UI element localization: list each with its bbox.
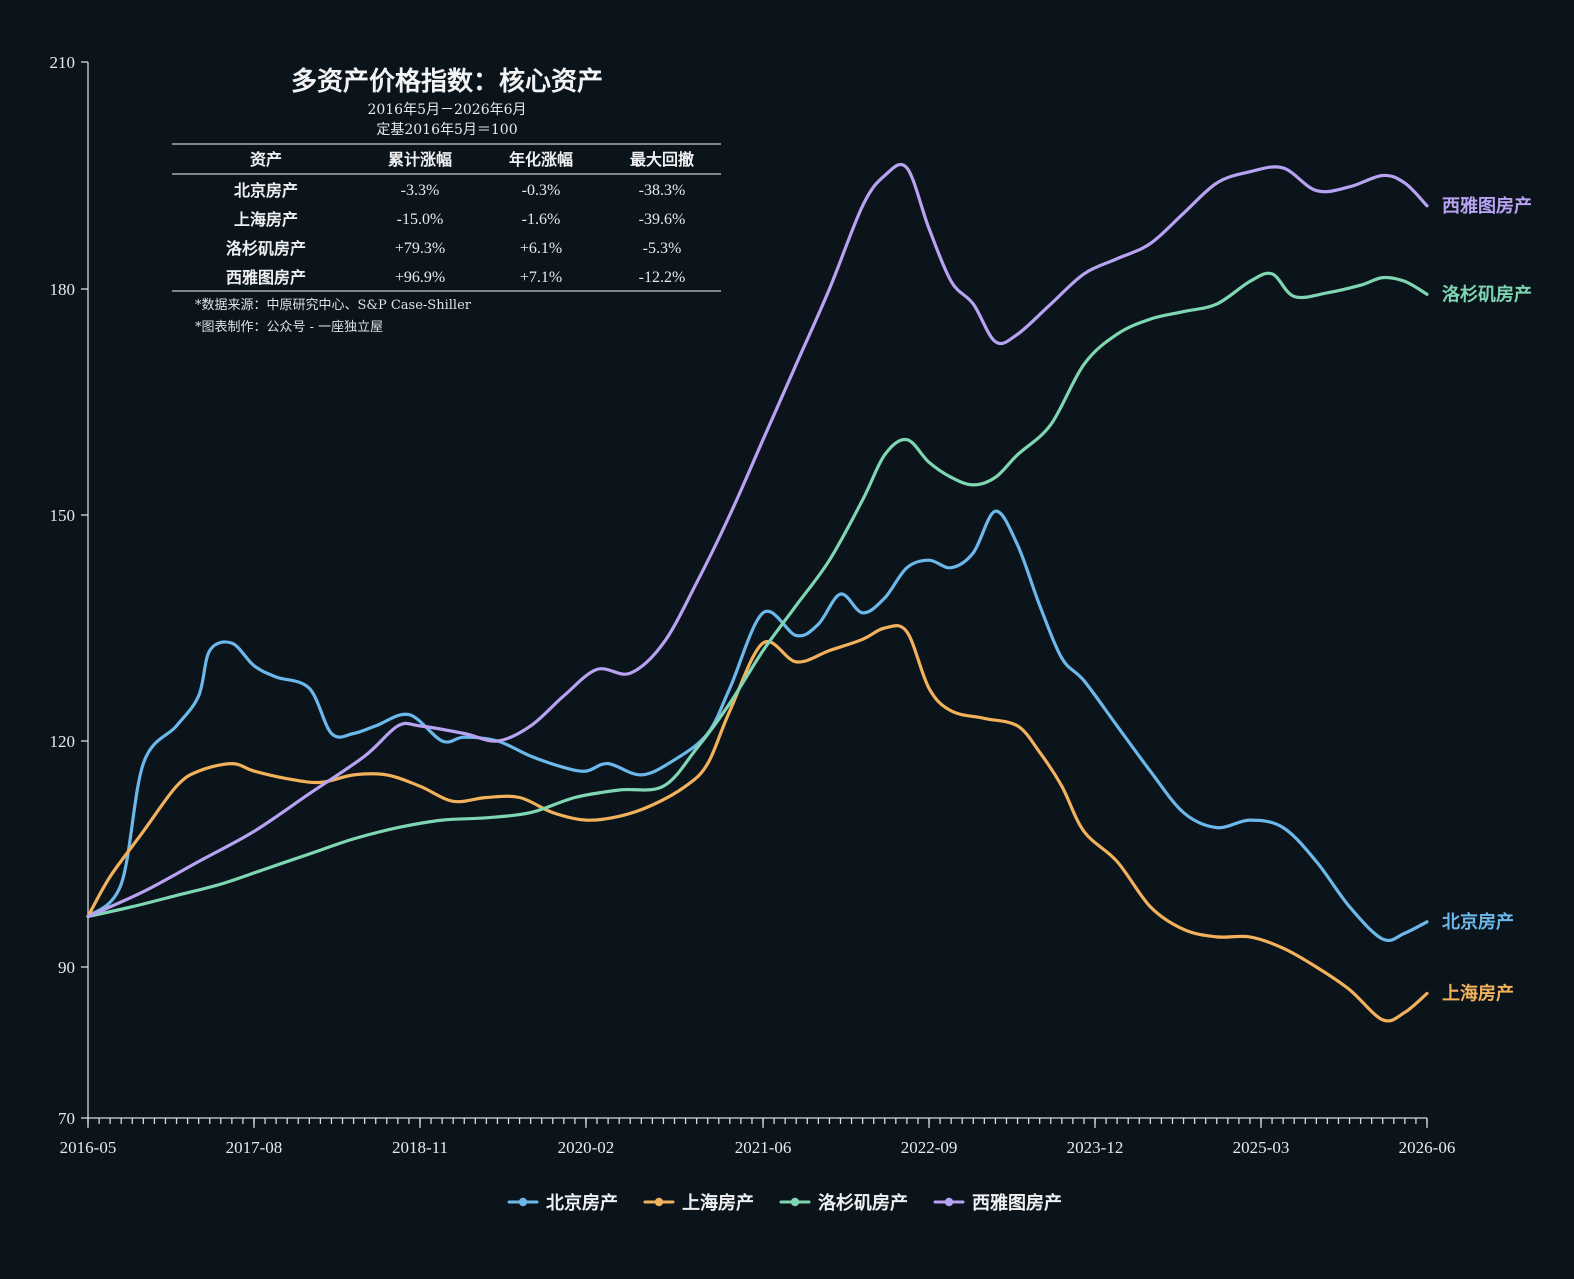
x-tick-label: 2017-08 xyxy=(226,1138,283,1157)
x-tick-label: 2026-06 xyxy=(1399,1138,1456,1157)
table-row: 西雅图房产 +96.9% +7.1% -12.2% xyxy=(226,268,685,287)
table-cell-cumulative: -3.3% xyxy=(401,182,440,199)
legend-label: 洛杉矶房产 xyxy=(818,1192,908,1214)
legend-label: 西雅图房产 xyxy=(972,1192,1062,1214)
table-header-asset: 资产 xyxy=(250,150,282,169)
y-tick-label: 120 xyxy=(50,732,76,751)
table-cell-drawdown: -38.3% xyxy=(639,182,686,199)
table-cell-drawdown: -12.2% xyxy=(639,269,686,286)
y-tick-label: 90 xyxy=(58,958,75,977)
table-row: 洛杉矶房产 +79.3% +6.1% -5.3% xyxy=(226,239,681,258)
table-cell-name: 洛杉矶房产 xyxy=(226,239,306,258)
legend-label: 上海房产 xyxy=(682,1192,754,1214)
table-cell-drawdown: -39.6% xyxy=(639,211,686,228)
legend-marker xyxy=(654,1197,664,1207)
legend-item: 上海房产 xyxy=(643,1192,754,1214)
chart-subtitle-base: 定基2016年5月＝100 xyxy=(376,121,517,138)
table-cell-annualized: +6.1% xyxy=(520,240,562,257)
series-line xyxy=(86,509,1429,943)
table-cell-annualized: -0.3% xyxy=(522,182,561,199)
series-end-label: 北京房产 xyxy=(1442,911,1514,933)
legend-marker xyxy=(790,1197,800,1207)
y-tick-label: 70 xyxy=(58,1109,75,1128)
x-tick-label: 2016-05 xyxy=(60,1138,117,1157)
table-row: 北京房产 -3.3% -0.3% -38.3% xyxy=(234,181,685,200)
legend: 北京房产 上海房产 洛杉矶房产 西雅图房产 xyxy=(507,1192,1062,1214)
table-cell-annualized: -1.6% xyxy=(522,211,561,228)
chart-title: 多资产价格指数：核心资产 xyxy=(291,66,603,97)
legend-item: 西雅图房产 xyxy=(933,1192,1062,1214)
x-tick-label: 2020-02 xyxy=(558,1138,615,1157)
legend-item: 北京房产 xyxy=(507,1192,618,1214)
axes: 70 90 120 150 180 210 2016-05 2017-08 2018-11 202… xyxy=(50,53,1456,1157)
legend-marker xyxy=(944,1197,954,1207)
legend-item: 洛杉矶房产 xyxy=(779,1192,908,1214)
summary-table: 多资产价格指数：核心资产 2016年5月－2026年6月 定基2016年5月＝1… xyxy=(172,66,721,335)
source-note: *数据来源：中原研究中心、S&P Case-Shiller xyxy=(195,298,472,313)
series-end-label: 上海房产 xyxy=(1442,982,1514,1004)
series-end-label: 西雅图房产 xyxy=(1442,195,1532,217)
table-cell-drawdown: -5.3% xyxy=(643,240,682,257)
x-tick-label: 2022-09 xyxy=(901,1138,958,1157)
table-cell-name: 西雅图房产 xyxy=(226,268,306,287)
x-tick-label: 2021-06 xyxy=(735,1138,792,1157)
series-end-label: 洛杉矶房产 xyxy=(1442,283,1532,305)
x-tick-label: 2018-11 xyxy=(392,1138,448,1157)
table-cell-cumulative: +79.3% xyxy=(395,240,445,257)
y-tick-label: 150 xyxy=(50,506,76,525)
x-tick-label: 2023-12 xyxy=(1067,1138,1124,1157)
table-header-cumulative: 累计涨幅 xyxy=(388,150,452,169)
credit-note: *图表制作：公众号 - 一座独立屋 xyxy=(195,320,383,335)
table-cell-name: 上海房产 xyxy=(234,210,298,229)
series-lines xyxy=(86,162,1429,1023)
table-header-drawdown: 最大回撤 xyxy=(630,150,694,169)
legend-marker xyxy=(518,1197,528,1207)
table-cell-name: 北京房产 xyxy=(234,181,298,200)
legend-label: 北京房产 xyxy=(546,1192,618,1214)
y-tick-label: 180 xyxy=(50,280,76,299)
series-line xyxy=(86,162,1429,919)
chart-subtitle-range: 2016年5月－2026年6月 xyxy=(367,102,526,118)
table-cell-annualized: +7.1% xyxy=(520,269,562,286)
table-cell-cumulative: +96.9% xyxy=(395,269,445,286)
table-header-annualized: 年化涨幅 xyxy=(509,150,573,169)
x-tick-label: 2025-03 xyxy=(1233,1138,1290,1157)
table-row: 上海房产 -15.0% -1.6% -39.6% xyxy=(234,210,685,229)
y-tick-label: 210 xyxy=(50,53,76,72)
table-cell-cumulative: -15.0% xyxy=(397,211,444,228)
series-line xyxy=(86,624,1429,1023)
series-line xyxy=(86,271,1429,919)
